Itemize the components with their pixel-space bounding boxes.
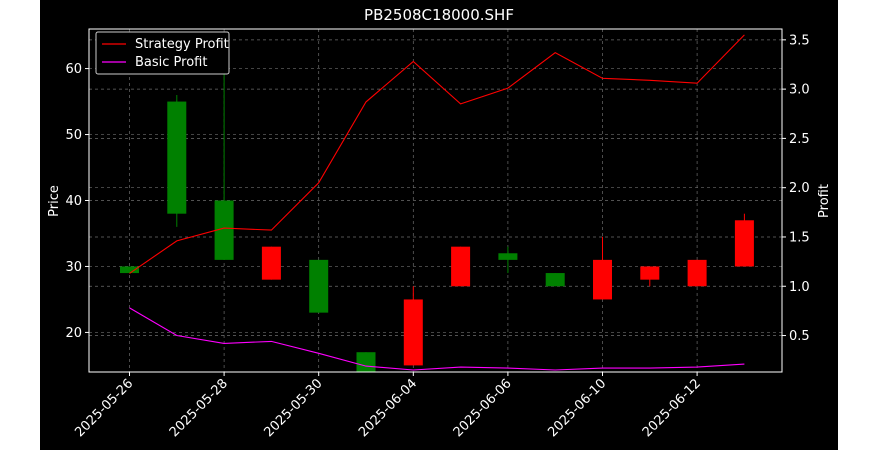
y-axis-label: Price [47,185,62,217]
chart-title: PB2508C18000.SHF [364,6,514,24]
x-tick-label: 2025-06-04 [356,376,420,440]
x-tick-label: 2025-05-30 [261,376,325,440]
x-tick-label: 2025-05-28 [167,376,231,440]
chart-figure: 20 30 40 50 60 0.5 1.0 1.5 2.0 2.5 3.0 3.5 2025-05-2… [40,0,838,450]
y2-axis-label: Profit [817,184,832,218]
candle-body [403,299,423,366]
candle-body [120,266,139,274]
legend: Strategy Profit Basic Profit [95,31,230,75]
x-tick-label: 2025-06-12 [640,376,704,440]
candle-body [545,273,565,287]
y2-tick-label: 2.0 [789,181,810,196]
y2-tick-label: 2.5 [789,132,810,147]
y2-tick-label: 1.5 [789,230,810,245]
x-tick-label: 2025-06-06 [451,376,515,440]
basic-profit-line [129,307,745,371]
legend-box [95,31,230,75]
y-tick-label: 60 [65,62,82,77]
y-tick-label: 20 [65,326,82,341]
x-tick-label: 2025-05-26 [72,376,136,440]
candle-body [214,200,234,260]
legend-label-basic: Basic Profit [135,55,207,70]
y-tick-label: 50 [65,128,82,143]
y-tick-label: 30 [65,260,82,275]
candle-body [687,259,707,287]
candle-body [261,246,281,280]
candle-body [593,259,612,300]
candle-body [356,352,376,372]
candle-body [167,101,187,214]
candle-body [640,266,660,280]
y2-tick-label: 3.5 [789,33,810,48]
y2-tick-label: 0.5 [789,329,810,344]
x-tick-label: 2025-06-10 [545,376,609,440]
candlestick-chart: 20 30 40 50 60 0.5 1.0 1.5 2.0 2.5 3.0 3.5 2025-05-2… [47,6,832,440]
candle-body [498,253,518,260]
y2-tick-label: 1.0 [789,280,810,295]
y-tick-label: 40 [65,194,82,209]
y2-tick-label: 3.0 [789,83,810,98]
candle-body [734,220,754,267]
candle-body [309,259,329,313]
legend-label-strategy: Strategy Profit [135,37,229,52]
candle-body [451,246,471,287]
strategy-profit-line [129,34,745,274]
